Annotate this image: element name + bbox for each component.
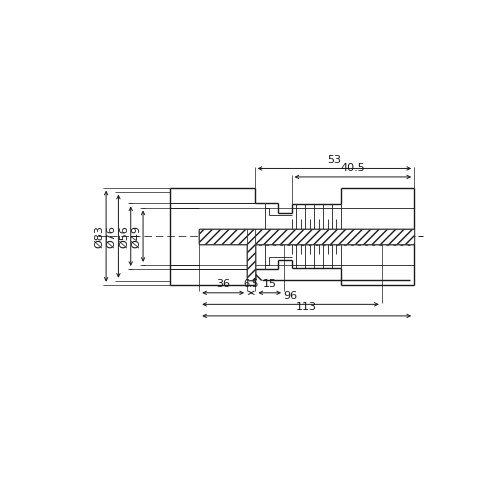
Text: Ø83: Ø83 [94,225,104,248]
Text: 113: 113 [296,302,317,312]
Text: Ø49: Ø49 [131,225,141,248]
Bar [247,229,256,280]
Text: 40.5: 40.5 [340,163,365,173]
Text: 36: 36 [216,279,230,289]
Text: 15: 15 [262,279,276,289]
Bar [256,229,414,244]
Text: 6.5: 6.5 [244,279,259,289]
Text: 96: 96 [284,290,298,300]
Text: Ø56: Ø56 [119,225,129,248]
Text: 53: 53 [328,155,342,165]
Bar [200,229,247,244]
Text: Ø76: Ø76 [106,225,117,248]
